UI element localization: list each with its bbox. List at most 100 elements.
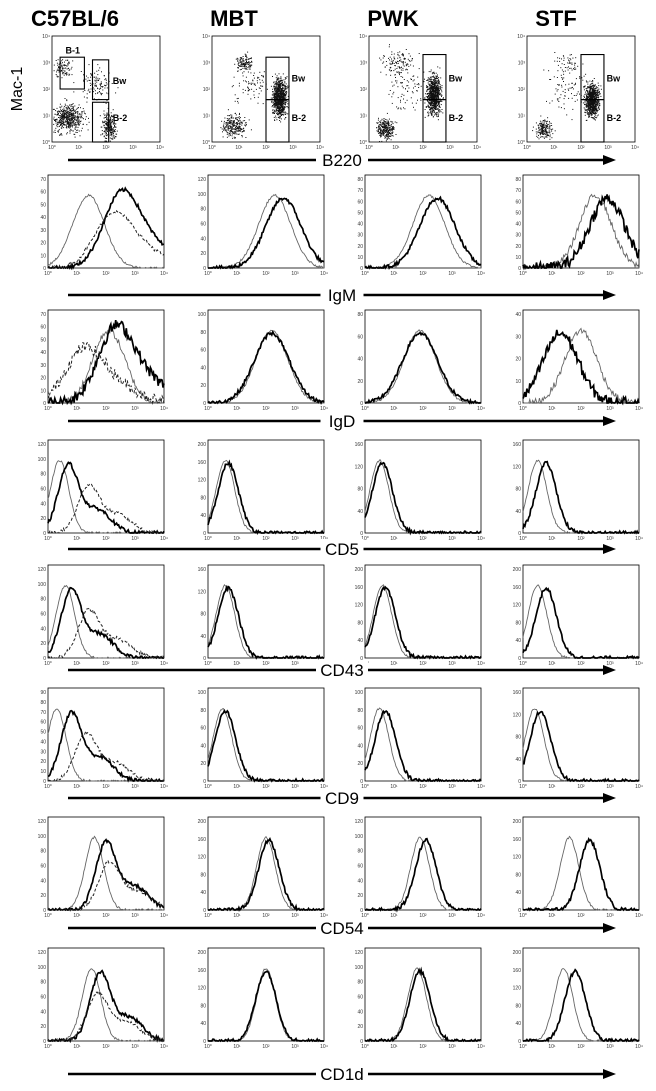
event-dot xyxy=(227,109,229,111)
event-dot xyxy=(100,93,102,95)
event-dot xyxy=(279,113,281,115)
event-dot xyxy=(593,94,595,96)
event-dot xyxy=(590,92,592,94)
event-dot xyxy=(433,83,435,84)
event-dot xyxy=(55,110,57,112)
event-dot xyxy=(393,127,395,129)
event-dot xyxy=(571,119,573,121)
event-dot xyxy=(399,67,401,69)
event-dot xyxy=(434,81,436,83)
event-dot xyxy=(229,134,231,136)
event-dot xyxy=(273,112,275,114)
event-dot xyxy=(431,76,433,77)
event-dot xyxy=(68,118,70,120)
event-dot xyxy=(557,89,559,91)
event-dot xyxy=(88,79,90,81)
event-dot xyxy=(411,60,413,62)
event-dot xyxy=(68,117,70,119)
y-tick-label: 60 xyxy=(40,190,46,196)
event-dot xyxy=(558,101,560,102)
event-dot xyxy=(281,104,283,106)
event-dot xyxy=(66,112,68,114)
event-dot xyxy=(279,92,281,94)
event-dot xyxy=(86,124,88,126)
event-dot xyxy=(434,107,436,109)
event-dot xyxy=(74,136,76,138)
event-dot xyxy=(223,128,225,130)
x-tick-label: 10² xyxy=(419,145,427,151)
event-dot xyxy=(283,108,285,110)
event-dot xyxy=(427,77,429,79)
event-dot xyxy=(563,59,565,61)
event-dot xyxy=(437,102,439,104)
event-dot xyxy=(230,114,232,116)
event-dot xyxy=(68,69,70,71)
event-dot xyxy=(76,129,78,131)
event-dot xyxy=(97,77,99,79)
event-dot xyxy=(589,114,591,116)
event-dot xyxy=(436,92,438,94)
event-dot xyxy=(441,89,443,91)
event-dot xyxy=(540,124,542,126)
event-dot xyxy=(104,87,106,89)
event-dot xyxy=(104,128,106,130)
event-dot xyxy=(97,64,99,66)
event-dot xyxy=(589,106,591,108)
event-dot xyxy=(224,130,226,132)
event-dot xyxy=(67,105,69,107)
event-dot xyxy=(277,81,279,83)
gate-label: Bw xyxy=(113,76,127,86)
event-dot xyxy=(282,101,284,102)
event-dot xyxy=(275,107,277,108)
event-dot xyxy=(563,108,565,110)
event-dot xyxy=(83,110,85,112)
event-dot xyxy=(393,57,395,59)
event-dot xyxy=(431,96,433,98)
event-dot xyxy=(239,129,241,131)
y-tick-label: 40 xyxy=(515,222,521,228)
event-dot xyxy=(596,96,598,98)
event-dot xyxy=(593,100,595,102)
event-dot xyxy=(388,124,389,126)
event-dot xyxy=(428,89,430,91)
event-dot xyxy=(584,96,585,98)
event-dot xyxy=(592,93,594,95)
event-dot xyxy=(111,114,113,116)
event-dot xyxy=(276,109,277,111)
event-dot xyxy=(282,93,284,95)
event-dot xyxy=(385,122,387,124)
event-dot xyxy=(244,122,246,124)
event-dot xyxy=(598,102,600,103)
event-dot xyxy=(279,81,281,83)
event-dot xyxy=(114,122,115,124)
event-dot xyxy=(70,106,72,108)
event-dot xyxy=(379,124,381,126)
event-dot xyxy=(568,83,570,85)
event-dot xyxy=(592,104,594,106)
event-dot xyxy=(407,85,409,87)
event-dot xyxy=(392,128,394,130)
event-dot xyxy=(378,124,380,126)
event-dot xyxy=(430,96,432,98)
event-dot xyxy=(280,112,282,114)
event-dot xyxy=(556,90,558,92)
event-dot xyxy=(230,121,232,123)
y-tick-label: 0 xyxy=(518,266,521,272)
event-dot xyxy=(416,90,418,92)
event-dot xyxy=(377,129,379,131)
event-dot xyxy=(435,97,437,99)
event-dot xyxy=(435,88,437,90)
event-dot xyxy=(247,87,249,89)
event-dot xyxy=(57,122,59,124)
event-dot xyxy=(595,107,597,109)
event-dot xyxy=(65,109,67,111)
event-dot xyxy=(68,113,70,115)
event-dot xyxy=(89,90,91,92)
event-dot xyxy=(430,91,432,93)
event-dot xyxy=(392,132,393,134)
event-dot xyxy=(67,120,68,121)
event-dot xyxy=(78,130,80,132)
event-dot xyxy=(442,97,444,99)
event-dot xyxy=(275,102,277,104)
event-dot xyxy=(543,137,545,139)
